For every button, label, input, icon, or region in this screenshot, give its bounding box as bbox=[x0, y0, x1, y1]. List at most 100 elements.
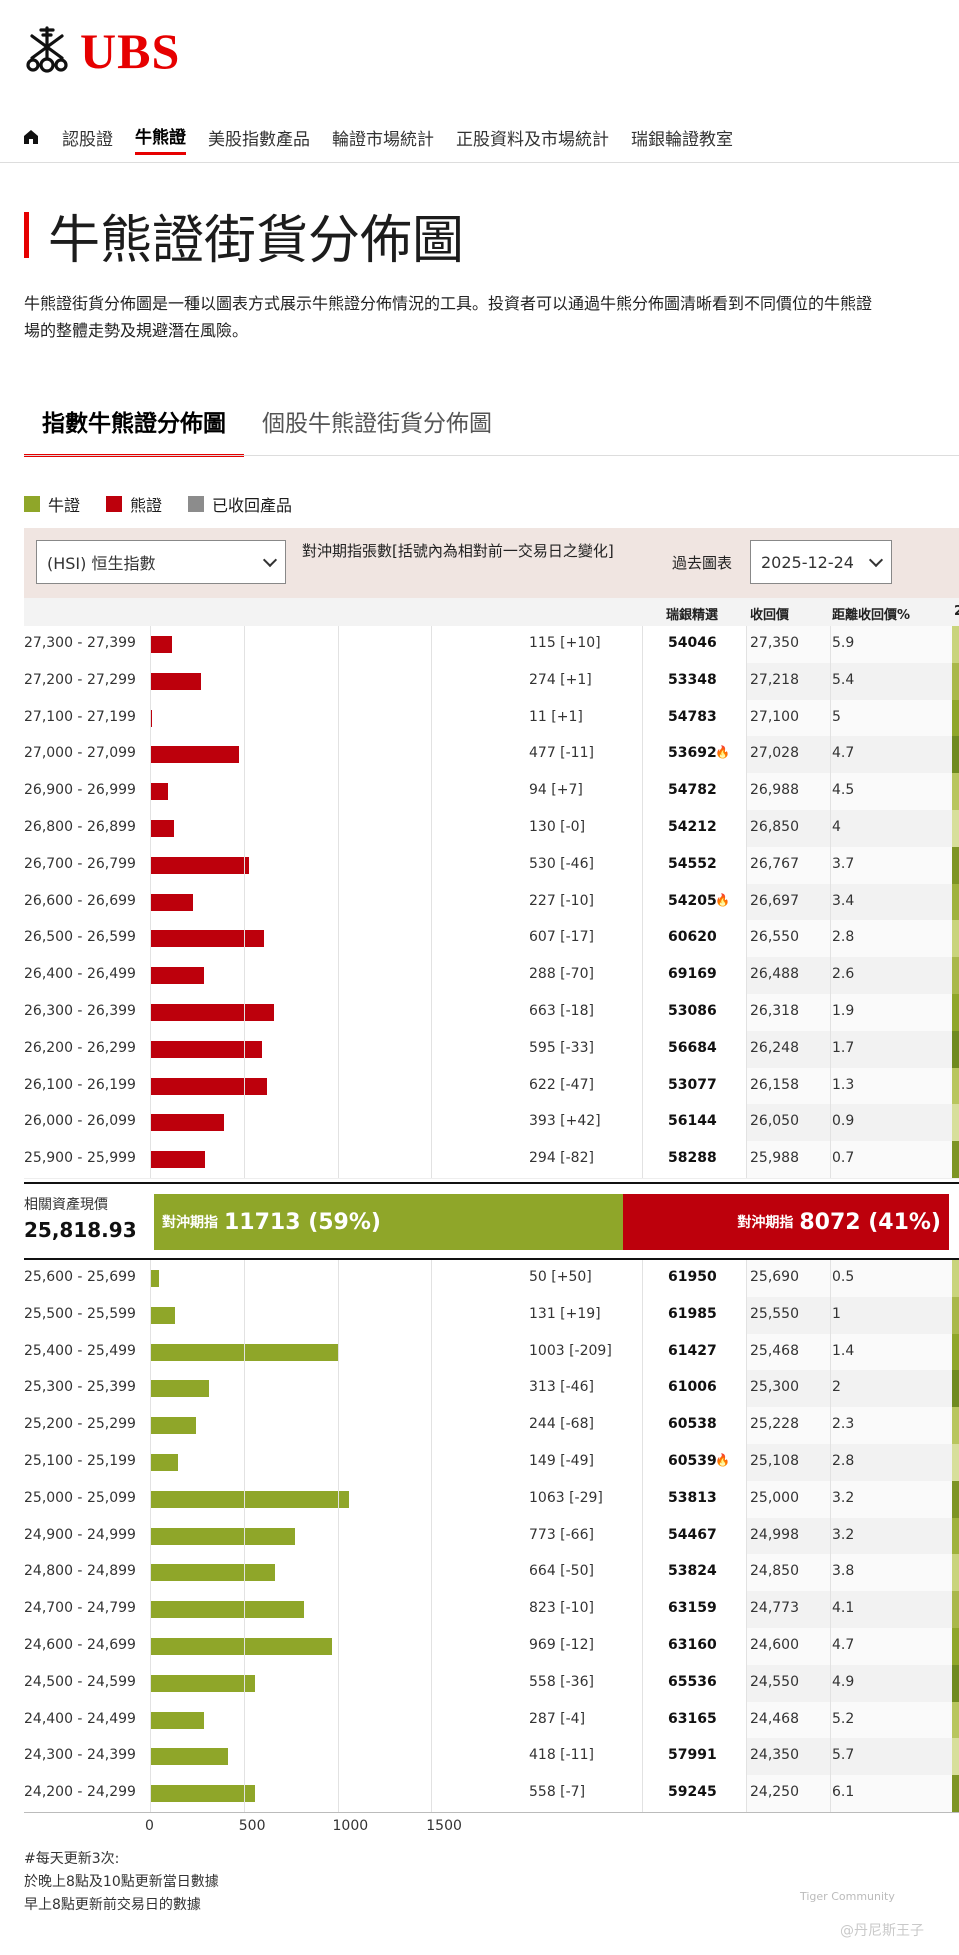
distance-percent: 4.1 bbox=[832, 1600, 855, 1617]
hedge-count: 530 [-46] bbox=[529, 855, 594, 872]
row-edge-marker bbox=[952, 846, 959, 884]
nav-item[interactable]: 牛熊證 bbox=[135, 119, 186, 155]
nav-item[interactable]: 正股資料及市場統計 bbox=[456, 129, 609, 150]
hedge-count: 313 [-46] bbox=[529, 1379, 594, 1396]
bull-bar bbox=[150, 1454, 178, 1471]
underlying-select[interactable]: (HSI) 恒生指數 bbox=[36, 540, 286, 584]
warrant-code[interactable]: 60539 bbox=[668, 1453, 717, 1469]
warrant-code[interactable]: 61985 bbox=[668, 1305, 717, 1322]
warrant-code[interactable]: 57991 bbox=[668, 1747, 717, 1764]
warrant-code[interactable]: 54205 bbox=[668, 892, 717, 909]
page-title: 牛熊證街貨分佈圖 bbox=[48, 211, 465, 271]
table-row: 24,200 - 24,299 558 [-7] 59245 24,250 6.1 bbox=[24, 1775, 959, 1813]
row-shade bbox=[746, 773, 959, 810]
bear-hedge-segment: 對沖期指 8072 (41%) bbox=[623, 1194, 949, 1250]
warrant-code[interactable]: 61950 bbox=[668, 1269, 717, 1285]
nav-item[interactable]: 美股指數產品 bbox=[208, 129, 310, 150]
warrant-code[interactable]: 60538 bbox=[668, 1416, 717, 1433]
distance-percent: 1.3 bbox=[832, 1076, 855, 1093]
bear-bar bbox=[150, 967, 204, 985]
nav-divider bbox=[0, 162, 959, 163]
warrant-code[interactable]: 63159 bbox=[668, 1600, 717, 1617]
bull-bar bbox=[150, 1306, 175, 1324]
warrant-code[interactable]: 60620 bbox=[668, 929, 717, 946]
bear-bar bbox=[150, 1151, 206, 1169]
x-axis-tick: 0 bbox=[145, 1818, 154, 1834]
warrant-code[interactable]: 53348 bbox=[668, 671, 717, 688]
warrant-code[interactable]: 53813 bbox=[668, 1489, 717, 1506]
warrant-code[interactable]: 54782 bbox=[668, 782, 717, 799]
bull-hedge-value: 11713 (59%) bbox=[224, 1209, 381, 1235]
row-edge-marker bbox=[952, 1701, 959, 1739]
table-row: 24,900 - 24,999 773 [-66] 54467 24,998 3.2 bbox=[24, 1517, 959, 1556]
bear-bar bbox=[150, 672, 202, 690]
bull-bar bbox=[150, 1527, 295, 1545]
warrant-code[interactable]: 61427 bbox=[668, 1342, 717, 1359]
nav-item[interactable]: 認股證 bbox=[62, 129, 113, 150]
tab-divider bbox=[24, 455, 959, 456]
keys-icon bbox=[26, 26, 68, 73]
underlying-select-value: (HSI) 恒生指數 bbox=[47, 554, 156, 573]
warrant-code[interactable]: 53077 bbox=[668, 1076, 717, 1093]
warrant-code[interactable]: 65536 bbox=[668, 1673, 717, 1690]
nav-item[interactable]: 瑞銀輪證教室 bbox=[631, 129, 733, 150]
call-price: 24,468 bbox=[750, 1710, 799, 1727]
row-edge-marker bbox=[952, 1141, 959, 1178]
table-row: 26,900 - 26,999 94 [+7] 54782 26,988 4.5 bbox=[24, 773, 959, 811]
warrant-code[interactable]: 53824 bbox=[668, 1563, 717, 1580]
row-edge-marker bbox=[952, 883, 959, 921]
price-range: 25,500 - 25,599 bbox=[24, 1305, 136, 1322]
warrant-code[interactable]: 54783 bbox=[668, 708, 717, 725]
grid-line bbox=[243, 626, 245, 1178]
price-summary: 相關資產現價 25,818.93 對沖期指 11713 (59%) 對沖期指 8… bbox=[24, 1182, 959, 1260]
call-price: 24,850 bbox=[750, 1563, 799, 1580]
row-shade bbox=[746, 1296, 959, 1334]
row-edge-marker bbox=[952, 994, 959, 1031]
home-icon[interactable] bbox=[22, 128, 40, 146]
call-price: 24,550 bbox=[750, 1673, 799, 1690]
warrant-code[interactable]: 54212 bbox=[668, 819, 717, 835]
table-row: 25,900 - 25,999 294 [-82] 58288 25,988 0.7 bbox=[24, 1141, 959, 1179]
x-axis bbox=[24, 1812, 959, 1813]
warrant-code[interactable]: 56684 bbox=[668, 1039, 717, 1056]
tab-stock-cbbc[interactable]: 個股牛熊證街貨分佈圖 bbox=[262, 411, 492, 437]
hedge-count: 227 [-10] bbox=[529, 892, 594, 909]
bull-bar bbox=[150, 1564, 275, 1582]
title-accent bbox=[24, 212, 29, 258]
distance-percent: 4.7 bbox=[832, 1637, 855, 1653]
call-price: 26,248 bbox=[750, 1039, 799, 1056]
warrant-code[interactable]: 63165 bbox=[668, 1710, 717, 1727]
tab-index-cbbc[interactable]: 指數牛熊證分佈圖 bbox=[24, 398, 244, 457]
row-edge-marker bbox=[952, 1738, 959, 1776]
nav-item[interactable]: 輪證市場統計 bbox=[332, 129, 434, 150]
warrant-code[interactable]: 54467 bbox=[668, 1526, 717, 1543]
warrant-code[interactable]: 59245 bbox=[668, 1784, 717, 1801]
warrant-code[interactable]: 53086 bbox=[668, 1003, 717, 1019]
row-shade bbox=[746, 1104, 959, 1142]
table-row: 26,700 - 26,799 530 [-46] 54552 26,767 3.7 bbox=[24, 846, 959, 885]
bull-bar bbox=[150, 1748, 229, 1766]
warrant-code[interactable]: 54552 bbox=[668, 855, 717, 872]
table-row: 26,600 - 26,699 227 [-10] 54205 🔥 26,697 3.4 bbox=[24, 883, 959, 922]
header-code: 瑞銀精選 bbox=[666, 608, 719, 623]
call-price: 27,218 bbox=[750, 671, 799, 688]
distance-percent: 4.9 bbox=[832, 1673, 855, 1690]
bear-bar bbox=[150, 1040, 262, 1058]
date-select[interactable]: 2025-12-24 bbox=[750, 540, 892, 584]
warrant-code[interactable]: 69169 bbox=[668, 966, 717, 983]
ubs-logo[interactable]: UBS bbox=[24, 22, 180, 80]
warrant-code[interactable]: 53692 bbox=[668, 745, 717, 762]
x-axis-tick: 500 bbox=[238, 1818, 266, 1834]
row-edge-marker bbox=[952, 957, 959, 994]
bull-hedge-segment: 對沖期指 11713 (59%) bbox=[154, 1194, 624, 1250]
warrant-code[interactable]: 54046 bbox=[668, 635, 717, 651]
price-range: 26,500 - 26,599 bbox=[24, 929, 136, 946]
bull-hedge-prefix: 對沖期指 bbox=[162, 1215, 218, 1231]
warrant-code[interactable]: 61006 bbox=[668, 1379, 717, 1396]
warrant-code[interactable]: 63160 bbox=[668, 1637, 717, 1653]
call-price: 25,550 bbox=[750, 1305, 799, 1322]
call-price: 24,600 bbox=[750, 1637, 799, 1653]
price-range: 26,300 - 26,399 bbox=[24, 1003, 136, 1019]
warrant-code[interactable]: 56144 bbox=[668, 1113, 717, 1130]
warrant-code[interactable]: 58288 bbox=[668, 1150, 717, 1167]
